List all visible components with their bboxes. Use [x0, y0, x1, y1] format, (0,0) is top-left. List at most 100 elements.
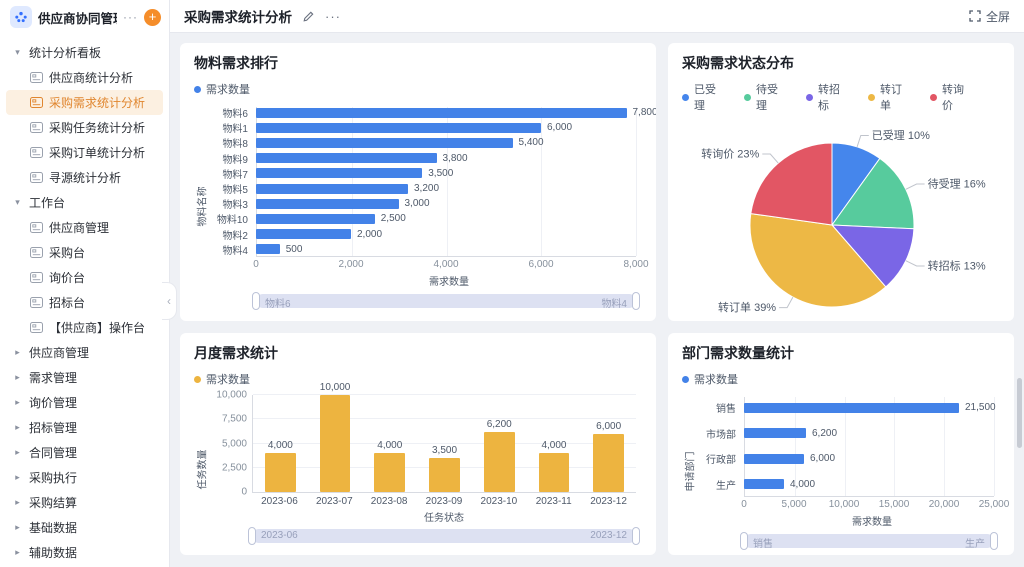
x-axis-name: 需求数量 [852, 517, 892, 528]
slider-handle-right[interactable] [632, 527, 640, 545]
sidebar-item[interactable]: 招标台 [6, 290, 163, 315]
page-more-button[interactable]: ··· [325, 8, 341, 24]
app-title: 供应商协同管理... [38, 11, 117, 26]
fullscreen-button[interactable]: 全屏 [969, 8, 1010, 25]
legend-item[interactable]: 转询价 [930, 81, 966, 113]
bar-row: 物料2 2,000 [222, 228, 383, 242]
bar[interactable] [256, 107, 627, 118]
sidebar-group[interactable]: ▸ 采购结算 [6, 490, 163, 515]
bar[interactable] [256, 153, 437, 164]
bar[interactable] [744, 402, 959, 413]
pie-slice[interactable] [750, 142, 833, 226]
sidebar-group[interactable]: ▸ 需求管理 [6, 365, 163, 390]
legend-item[interactable]: 需求数量 [194, 371, 250, 387]
legend-item[interactable]: 转订单 [868, 81, 904, 113]
panel-title: 采购需求状态分布 [682, 55, 794, 71]
bar-row: 物料1 6,000 [222, 122, 573, 136]
bar[interactable] [374, 453, 406, 492]
dashboard-page-icon [30, 272, 43, 283]
sidebar-item[interactable]: 【供应商】操作台 [6, 315, 163, 340]
chevron-right-icon: ▸ [15, 447, 20, 457]
sidebar-group[interactable]: ▸ 招标管理 [6, 415, 163, 440]
legend-item[interactable]: 需求数量 [194, 81, 250, 97]
chevron-right-icon: ▸ [15, 372, 20, 382]
panel-title: 部门需求数量统计 [682, 345, 794, 361]
data-zoom-slider[interactable]: 2023-06 2023-12 [248, 527, 640, 545]
scrollbar[interactable] [1017, 378, 1022, 448]
add-button[interactable]: + [144, 8, 161, 26]
legend-item[interactable]: 转招标 [806, 81, 842, 113]
legend-dot-icon [682, 93, 689, 101]
legend-dot-icon [744, 93, 751, 101]
sidebar-item[interactable]: 采购台 [6, 240, 163, 265]
slider-handle-left[interactable] [248, 527, 256, 545]
bar-slot: 4,000 [527, 395, 582, 492]
sidebar-header: 供应商协同管理... ··· + [0, 0, 169, 34]
data-zoom-slider[interactable]: 销售 生产 [740, 532, 998, 550]
sidebar-more-button[interactable]: ··· [123, 10, 138, 24]
bar[interactable] [744, 479, 784, 490]
sidebar-item[interactable]: 询价台 [6, 265, 163, 290]
x-axis-tick: 2023-11 [535, 495, 572, 507]
edit-pen-icon[interactable] [302, 10, 315, 23]
bar[interactable] [256, 213, 375, 224]
slider-handle-right[interactable] [632, 292, 640, 310]
bar[interactable] [256, 229, 351, 240]
bar[interactable] [256, 183, 408, 194]
pie-slice[interactable] [749, 213, 887, 308]
bar[interactable] [256, 122, 541, 133]
bar[interactable] [256, 168, 423, 179]
bar[interactable] [744, 453, 804, 464]
x-axis-name: 需求数量 [429, 277, 469, 288]
slider-handle-left[interactable] [740, 532, 748, 550]
page-header: 采购需求统计分析 ··· 全屏 [170, 0, 1024, 33]
bar[interactable] [429, 458, 460, 492]
legend-item[interactable]: 待受理 [744, 81, 780, 113]
slider-handle-right[interactable] [990, 532, 998, 550]
bar[interactable] [593, 433, 624, 492]
bar[interactable] [265, 453, 296, 492]
bar[interactable] [538, 453, 570, 492]
sidebar-item[interactable]: 供应商管理 [6, 215, 163, 240]
legend-item[interactable]: 已受理 [682, 81, 718, 113]
bar[interactable] [483, 431, 515, 492]
sidebar-item[interactable]: 采购订单统计分析 [6, 140, 163, 165]
pie-slice[interactable] [830, 224, 915, 288]
bar[interactable] [256, 137, 513, 148]
sidebar-group[interactable]: ▸ 供应商管理 [6, 340, 163, 365]
sidebar-item[interactable]: 供应商统计分析 [6, 65, 163, 90]
sidebar-group[interactable]: ▾ 统计分析看板 [6, 40, 163, 65]
slider-handle-left[interactable] [252, 292, 260, 310]
data-zoom-slider[interactable]: 物料6 物料4 [252, 292, 640, 310]
chevron-down-icon: ▾ [15, 47, 20, 57]
bar-value-label: 7,800 [632, 107, 657, 119]
sidebar-group[interactable]: ▸ 合同管理 [6, 440, 163, 465]
dashboard-page-icon [30, 222, 43, 233]
bar[interactable] [256, 244, 280, 255]
bar-row: 市场部 6,200 [706, 427, 838, 441]
bar-slot: 6,000 [581, 395, 636, 492]
pie-chart-svg: 已受理 10% 待受理 16% 转招标 13% 转订单 39% 转询价 23% [701, 129, 986, 314]
bar-value-label: 4,000 [267, 440, 293, 452]
sidebar-item[interactable]: 采购需求统计分析 [6, 90, 163, 115]
bar[interactable] [256, 198, 399, 209]
sidebar-collapse-button[interactable]: ‹ [162, 282, 177, 320]
sidebar-group[interactable]: ▸ 采购执行 [6, 465, 163, 490]
x-axis-tick: 2023-12 [590, 495, 627, 507]
x-axis-tick: 2023-07 [315, 495, 353, 507]
sidebar-group[interactable]: ▸ 基础数据 [6, 515, 163, 540]
sidebar-group[interactable]: ▸ 询价管理 [6, 390, 163, 415]
pie-slice[interactable] [831, 157, 915, 230]
sidebar-nav: ▾ 统计分析看板 供应商统计分析 采购需求统计分析 采购任务统计分析 采购订单统计分析 寻源… [0, 34, 169, 567]
bar-value-label: 3,500 [428, 167, 454, 179]
bar[interactable] [744, 428, 806, 439]
legend-item[interactable]: 需求数量 [682, 371, 738, 387]
sidebar-group[interactable]: ▸ 辅助数据 [6, 540, 163, 565]
bar[interactable] [319, 395, 351, 492]
bar-slot: 6,200 [472, 395, 527, 492]
sidebar-item[interactable]: 采购任务统计分析 [6, 115, 163, 140]
bar-row: 物料7 3,500 [222, 167, 454, 181]
bar-row: 物料6 7,800 [222, 107, 656, 121]
sidebar-group[interactable]: ▾ 工作台 [6, 190, 163, 215]
sidebar-item[interactable]: 寻源统计分析 [6, 165, 163, 190]
